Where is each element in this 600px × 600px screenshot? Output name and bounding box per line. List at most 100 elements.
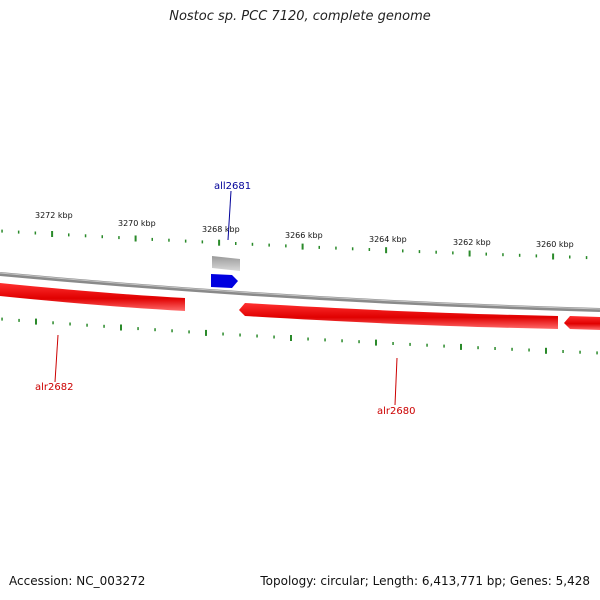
pseudogene-box[interactable] <box>212 256 240 271</box>
minor-tick <box>426 343 428 347</box>
minor-tick <box>477 346 479 350</box>
minor-tick <box>201 240 204 244</box>
minor-tick <box>52 321 54 325</box>
minor-tick <box>502 253 504 257</box>
leader-line-alr2682 <box>54 334 59 383</box>
minor-tick <box>569 255 571 259</box>
minor-tick <box>235 242 237 245</box>
minor-tick <box>251 242 254 246</box>
minor-tick <box>579 350 581 354</box>
minor-tick <box>358 340 360 344</box>
major-tick <box>134 235 137 242</box>
minor-tick <box>184 239 187 243</box>
minor-tick <box>101 235 103 239</box>
tick-label: 3266 kbp <box>285 231 323 240</box>
minor-tick <box>585 256 588 260</box>
gene-alr2682[interactable] <box>0 283 185 311</box>
minor-tick <box>324 338 326 342</box>
minor-tick <box>418 250 421 254</box>
tick-label: 3268 kbp <box>202 225 240 234</box>
minor-tick <box>528 348 530 352</box>
minor-tick <box>341 339 343 343</box>
minor-tick <box>485 252 487 256</box>
minor-tick <box>34 231 37 235</box>
minor-tick <box>402 249 404 253</box>
major-tick <box>468 250 471 257</box>
gene-alr2680[interactable] <box>239 303 558 329</box>
tick-label: 3264 kbp <box>369 235 407 244</box>
minor-tick <box>452 251 454 255</box>
minor-tick <box>562 350 564 353</box>
gene-arrow-all2681[interactable] <box>211 274 238 288</box>
minor-tick <box>535 254 538 258</box>
gene-right-edge[interactable] <box>564 316 600 330</box>
major-tick <box>301 243 304 250</box>
minor-tick <box>435 250 437 254</box>
minor-tick <box>335 246 337 250</box>
minor-tick <box>268 243 270 247</box>
major-tick <box>375 339 377 346</box>
major-tick <box>385 247 388 254</box>
tick-label: 3260 kbp <box>536 240 574 249</box>
minor-tick <box>443 344 445 348</box>
tick-label: 3272 kbp <box>35 211 73 220</box>
minor-tick <box>18 318 20 322</box>
minor-tick <box>1 229 3 233</box>
major-tick <box>51 231 54 237</box>
minor-tick <box>239 333 241 337</box>
genome-backbone-highlight <box>0 272 600 310</box>
minor-tick <box>118 236 120 240</box>
major-tick <box>290 335 292 341</box>
minor-tick <box>307 337 309 341</box>
gene-all2681[interactable] <box>211 256 240 288</box>
gene-label-alr2680[interactable]: alr2680 <box>377 406 415 417</box>
minor-tick <box>318 245 320 249</box>
tick-row-outer <box>1 229 588 260</box>
minor-tick <box>168 238 170 242</box>
minor-tick <box>188 330 190 334</box>
minor-tick <box>351 247 354 251</box>
gene-arrow-right-edge[interactable] <box>564 316 600 330</box>
minor-tick <box>84 234 87 238</box>
accession-text: Accession: NC_003272 <box>9 574 146 588</box>
gene-label-all2681[interactable]: all2681 <box>214 181 251 192</box>
minor-tick <box>256 334 258 338</box>
minor-tick <box>68 233 70 237</box>
gene-arrow-alr2682[interactable] <box>0 283 185 311</box>
genome-summary-text: Topology: circular; Length: 6,413,771 bp… <box>260 574 590 588</box>
major-tick <box>460 343 462 350</box>
gene-label-alr2682[interactable]: alr2682 <box>35 382 73 393</box>
tick-label: 3270 kbp <box>118 219 156 228</box>
major-tick <box>218 239 221 246</box>
tick-row-inner <box>1 317 598 355</box>
minor-tick <box>103 324 105 328</box>
minor-tick <box>222 332 224 336</box>
minor-tick <box>511 347 513 351</box>
tick-labels: 3272 kbp 3270 kbp 3268 kbp 3266 kbp 3264… <box>35 211 574 249</box>
minor-tick <box>17 230 20 234</box>
minor-tick <box>518 253 521 257</box>
minor-tick <box>171 329 173 333</box>
minor-tick <box>137 327 139 331</box>
leader-line-all2681 <box>227 190 232 241</box>
leader-line-alr2680 <box>394 357 398 406</box>
minor-tick <box>596 351 598 355</box>
major-tick <box>205 329 207 336</box>
map-title: Nostoc sp. PCC 7120, complete genome <box>169 9 431 24</box>
minor-tick <box>273 335 275 339</box>
minor-tick <box>368 248 371 251</box>
major-tick <box>552 253 555 260</box>
minor-tick <box>1 317 3 321</box>
minor-tick <box>392 342 394 345</box>
tick-label: 3262 kbp <box>453 238 491 247</box>
gene-arrow-alr2680[interactable] <box>239 303 558 329</box>
minor-tick <box>69 322 71 326</box>
minor-tick <box>285 244 287 248</box>
genome-backbone <box>0 272 600 312</box>
major-tick <box>120 324 122 331</box>
minor-tick <box>409 342 411 346</box>
major-tick <box>545 347 547 354</box>
minor-tick <box>154 328 156 332</box>
minor-tick <box>86 323 88 327</box>
